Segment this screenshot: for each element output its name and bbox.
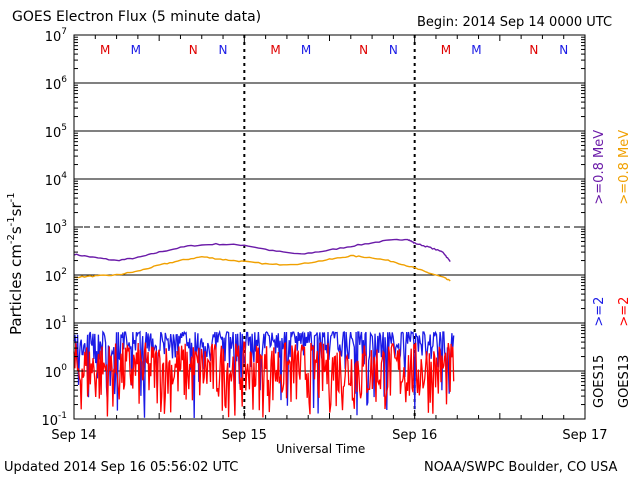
- begin-timestamp: Begin: 2014 Sep 14 0000 UTC: [417, 15, 613, 30]
- x-tick-label: Sep 17: [562, 428, 607, 443]
- noon-marker: N: [389, 43, 398, 57]
- y-tick-label: 104: [45, 171, 68, 189]
- series-line: [73, 238, 451, 262]
- credit-text: NOAA/SWPC Boulder, CO USA: [424, 460, 618, 475]
- noon-marker: M: [301, 43, 311, 57]
- noon-marker: M: [100, 43, 110, 57]
- x-tick-label: Sep 16: [392, 428, 437, 443]
- series-line: [73, 341, 455, 418]
- axes: [73, 34, 586, 420]
- noon-marker: N: [529, 43, 538, 57]
- x-axis-label: Universal Time: [276, 442, 366, 456]
- y-tick-label: 107: [45, 27, 67, 45]
- grid-lines: [74, 35, 585, 419]
- noon-marker: M: [471, 43, 481, 57]
- y-tick-label: 102: [45, 267, 67, 285]
- updated-timestamp: Updated 2014 Sep 16 05:56:02 UTC: [4, 460, 239, 475]
- x-tick-label: Sep 15: [222, 428, 267, 443]
- legend-column: GOES13>=2>=0.8 MeV: [617, 130, 632, 408]
- x-tick-label: Sep 14: [51, 428, 96, 443]
- legend-column: GOES15>=2>=0.8 MeV: [592, 130, 607, 408]
- chart-title: GOES Electron Flux (5 minute data): [12, 9, 262, 25]
- noon-marker: M: [441, 43, 451, 57]
- y-tick-label: 101: [45, 315, 67, 333]
- noon-marker: M: [270, 43, 280, 57]
- series-line: [73, 329, 455, 419]
- series-layer: [73, 238, 455, 419]
- noon-marker: N: [189, 43, 198, 57]
- y-tick-label: 105: [45, 123, 67, 141]
- noon-marker: N: [219, 43, 228, 57]
- y-tick-label: 106: [45, 75, 68, 93]
- noon-marker: N: [359, 43, 368, 57]
- noon-marker: M: [131, 43, 141, 57]
- y-tick-label: 100: [45, 363, 68, 381]
- axis-labels: 10-1 100 101 102 103 104 105 106 107 Sep 14 Sep 15…: [6, 27, 632, 443]
- noon-marker: N: [559, 43, 568, 57]
- y-tick-label: 10-1: [41, 411, 67, 429]
- y-tick-label: 103: [45, 219, 67, 237]
- series-line: [73, 254, 451, 282]
- y-axis-title: Particles cm-2s-1sr-1: [6, 192, 25, 335]
